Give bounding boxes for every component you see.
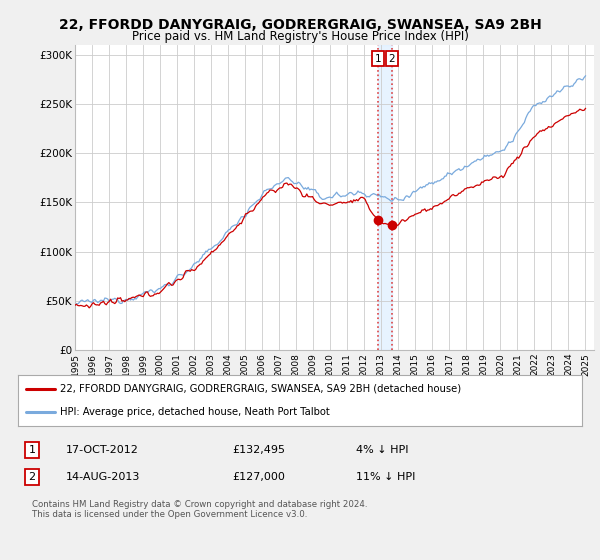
Text: 22, FFORDD DANYGRAIG, GODRERGRAIG, SWANSEA, SA9 2BH (detached house): 22, FFORDD DANYGRAIG, GODRERGRAIG, SWANS…	[60, 384, 461, 394]
Text: Price paid vs. HM Land Registry's House Price Index (HPI): Price paid vs. HM Land Registry's House …	[131, 30, 469, 43]
Text: 2: 2	[389, 54, 395, 63]
Text: HPI: Average price, detached house, Neath Port Talbot: HPI: Average price, detached house, Neat…	[60, 407, 330, 417]
Text: £127,000: £127,000	[232, 472, 285, 482]
Bar	[378, 45, 392, 350]
Text: 14-AUG-2013: 14-AUG-2013	[66, 472, 140, 482]
Text: £132,495: £132,495	[232, 445, 286, 455]
Text: 22, FFORDD DANYGRAIG, GODRERGRAIG, SWANSEA, SA9 2BH: 22, FFORDD DANYGRAIG, GODRERGRAIG, SWANS…	[59, 18, 541, 32]
Text: Contains HM Land Registry data © Crown copyright and database right 2024.
This d: Contains HM Land Registry data © Crown c…	[32, 500, 368, 519]
Text: 2: 2	[29, 472, 35, 482]
Text: 17-OCT-2012: 17-OCT-2012	[66, 445, 139, 455]
Text: 4% ↓ HPI: 4% ↓ HPI	[356, 445, 409, 455]
Text: 1: 1	[29, 445, 35, 455]
Text: 11% ↓ HPI: 11% ↓ HPI	[356, 472, 416, 482]
Text: 1: 1	[374, 54, 381, 63]
